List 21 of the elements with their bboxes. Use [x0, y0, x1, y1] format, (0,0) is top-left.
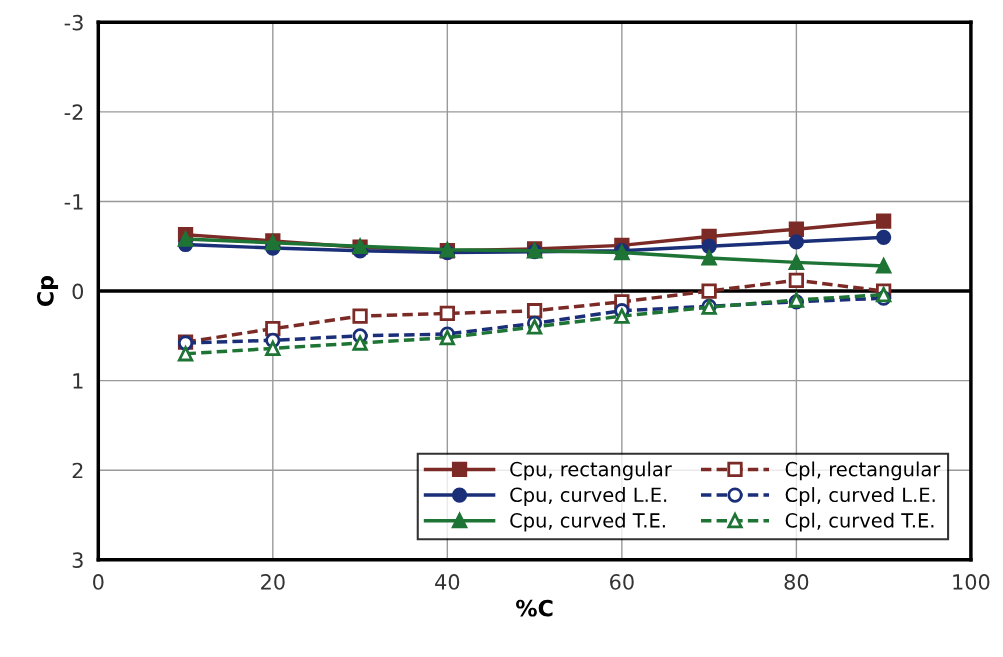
- legend-label: Cpl, rectangular: [785, 461, 941, 481]
- legend-label: Cpu, curved L.E.: [510, 487, 667, 506]
- y-tick-label: -1: [64, 194, 83, 210]
- legend-label: Cpu, curved T.E.: [510, 512, 665, 532]
- y-axis-title: Cp: [36, 275, 59, 307]
- x-tick-label: 60: [610, 574, 634, 590]
- legend-label: Cpu, rectangular: [510, 461, 672, 481]
- y-tick-label: -2: [64, 104, 83, 120]
- x-tick-label: 40: [435, 574, 460, 590]
- legend-label: Cpl, curved T.E.: [785, 512, 934, 532]
- y-tick-label: 0: [72, 283, 84, 300]
- y-tick-label: 1: [73, 373, 83, 389]
- legend-label: Cpl, curved L.E.: [785, 487, 935, 506]
- x-tick-label: 0: [93, 574, 104, 590]
- y-tick-label: -3: [64, 14, 83, 31]
- y-tick-label: 3: [72, 552, 83, 568]
- x-axis-title: %C: [516, 599, 553, 617]
- x-tick-label: 20: [261, 574, 285, 590]
- x-tick-label: 100: [953, 574, 990, 590]
- x-tick-label: 80: [784, 574, 809, 590]
- y-tick-label: 2: [72, 462, 83, 479]
